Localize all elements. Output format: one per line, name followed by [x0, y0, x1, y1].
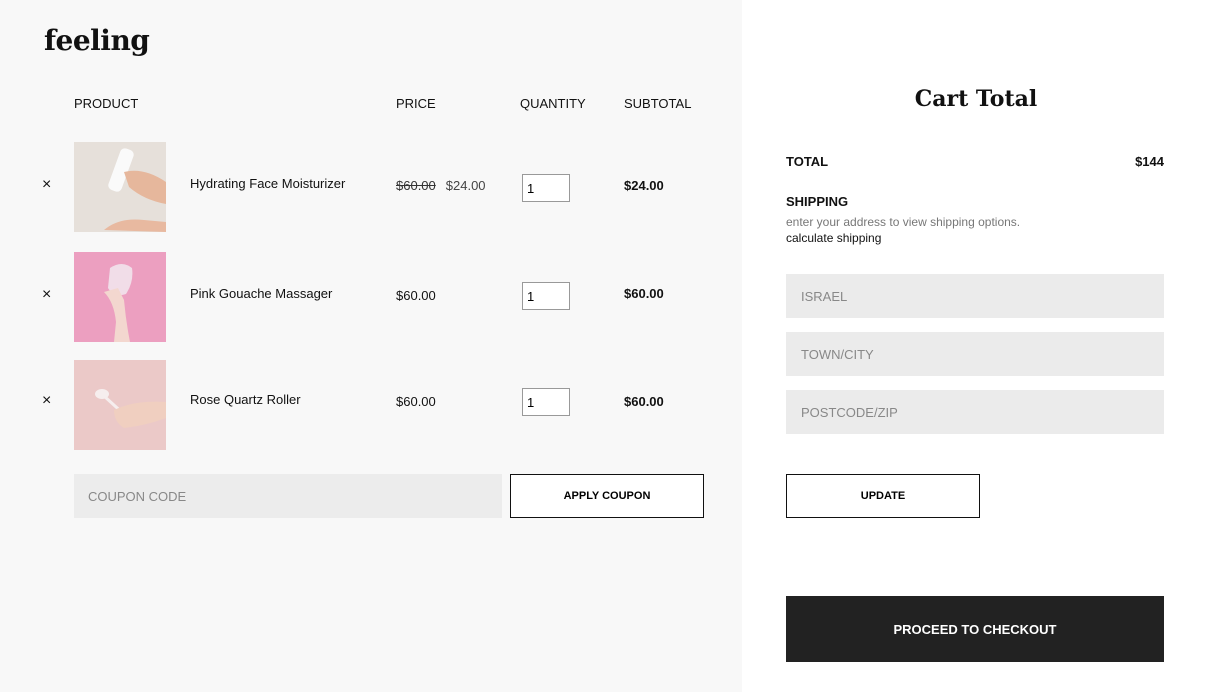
header-price: PRICE: [396, 96, 436, 111]
update-button[interactable]: UPDATE: [786, 474, 980, 518]
remove-item-icon[interactable]: ×: [42, 286, 52, 303]
proceed-to-checkout-button[interactable]: PROCEED TO CHECKOUT: [786, 596, 1164, 662]
quantity-input[interactable]: [522, 282, 570, 310]
item-subtotal: $60.00: [624, 286, 664, 301]
coupon-code-input[interactable]: [74, 474, 502, 518]
city-field[interactable]: [786, 332, 1164, 376]
product-image[interactable]: [74, 142, 166, 232]
product-name[interactable]: Hydrating Face Moisturizer: [190, 176, 346, 191]
shipping-note: enter your address to view shipping opti…: [786, 215, 1021, 229]
header-product: PRODUCT: [74, 96, 139, 111]
total-value: $144: [1135, 154, 1164, 169]
sale-price: $24.00: [445, 178, 486, 193]
product-price: $60.00: [396, 394, 436, 409]
cart-total-title: Cart Total: [914, 86, 1038, 112]
quantity-input[interactable]: [522, 174, 570, 202]
country-field[interactable]: [786, 274, 1164, 318]
table-row: × Pink Gouache Massager $60.00 $60.00: [0, 252, 742, 342]
cart-total-panel: Cart Total TOTAL $144 SHIPPING enter you…: [742, 0, 1210, 692]
remove-item-icon[interactable]: ×: [42, 176, 52, 193]
item-subtotal: $24.00: [624, 178, 664, 193]
cart-items-panel: feeling PRODUCT PRICE QUANTITY SUBTOTAL …: [0, 24, 742, 518]
product-name[interactable]: Rose Quartz Roller: [190, 392, 301, 407]
product-image[interactable]: [74, 360, 166, 450]
product-price: $60.00: [396, 288, 436, 303]
product-image[interactable]: [74, 252, 166, 342]
shipping-label: SHIPPING: [786, 194, 849, 209]
remove-item-icon[interactable]: ×: [42, 392, 52, 409]
apply-coupon-button[interactable]: APPLY COUPON: [510, 474, 704, 518]
quantity-input[interactable]: [522, 388, 570, 416]
table-row: × Hydrating Face Moisturizer $60.00 $24.0…: [0, 142, 742, 232]
table-row: × Rose Quartz Roller $60.00 $60.00: [0, 360, 742, 450]
product-price: $60.00 $24.00: [396, 178, 486, 193]
brand-logo[interactable]: feeling: [44, 24, 150, 57]
header-quantity: QUANTITY: [520, 96, 586, 111]
postcode-field[interactable]: [786, 390, 1164, 434]
calculate-shipping-link[interactable]: calculate shipping: [786, 231, 882, 245]
item-subtotal: $60.00: [624, 394, 664, 409]
header-subtotal: SUBTOTAL: [624, 96, 692, 111]
total-label: TOTAL: [786, 154, 829, 169]
product-name[interactable]: Pink Gouache Massager: [190, 286, 333, 301]
original-price: $60.00: [396, 178, 436, 193]
